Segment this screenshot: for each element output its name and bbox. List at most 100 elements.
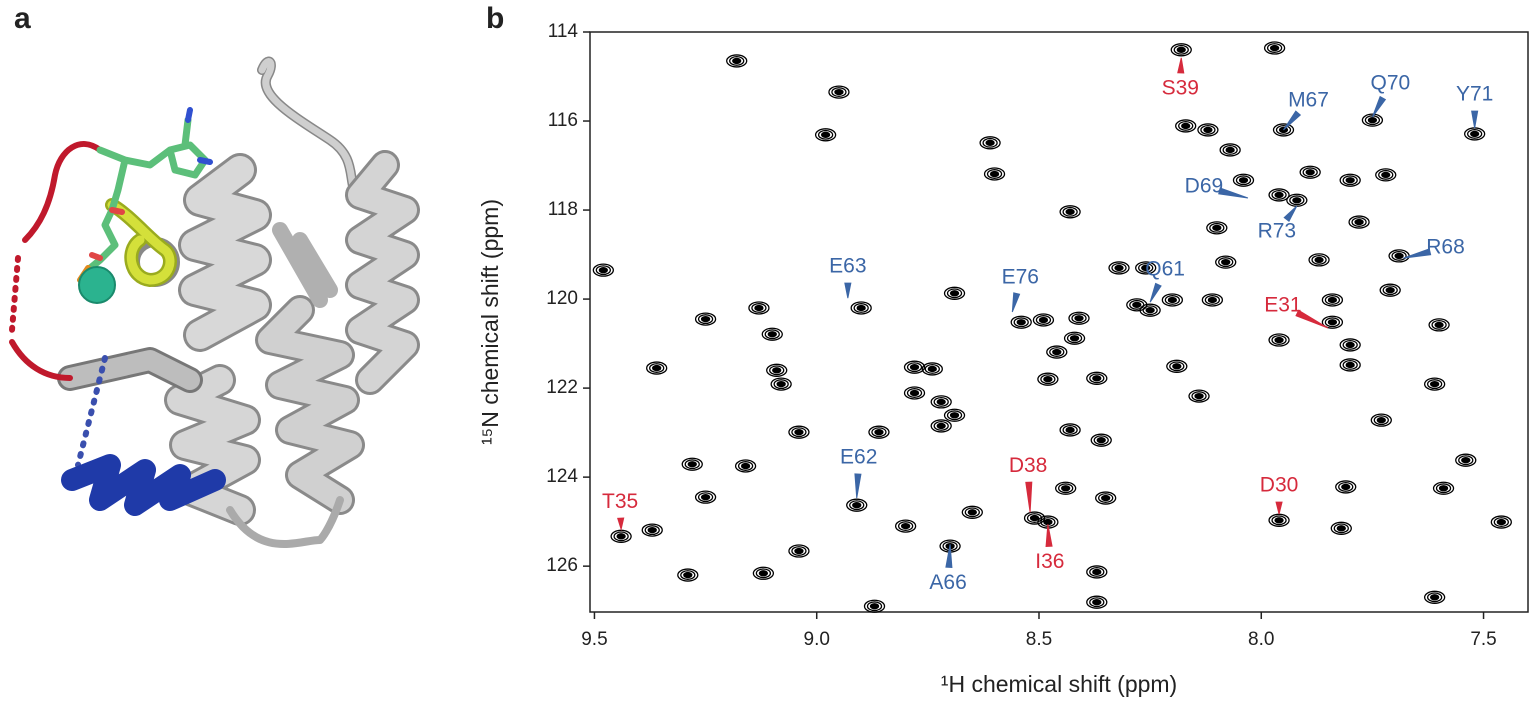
peak-contour <box>652 364 662 372</box>
peak-contour <box>1268 188 1290 202</box>
peak <box>1268 513 1290 527</box>
peak-contour <box>1062 424 1078 435</box>
peak-contour <box>1169 361 1185 372</box>
peak-contour <box>1191 391 1207 402</box>
peak <box>1086 595 1108 609</box>
peak-contour <box>1074 315 1084 322</box>
peak <box>1335 480 1357 494</box>
peak-contour <box>1219 143 1241 157</box>
peak-contour <box>1370 413 1392 427</box>
peak-contour <box>1203 126 1213 134</box>
peak-contour <box>1206 221 1228 235</box>
peak-contour <box>794 547 804 555</box>
peak-contour <box>874 429 884 436</box>
peak-contour <box>1209 222 1225 233</box>
peak-contour <box>646 361 668 375</box>
peak-contour <box>814 128 837 142</box>
peak <box>846 498 868 512</box>
x-tick-label: 8.0 <box>1248 629 1274 650</box>
peak-contour <box>754 304 764 312</box>
peak-contour <box>1063 331 1086 345</box>
peak-contour <box>936 422 946 430</box>
annotation-label: A66 <box>929 571 966 594</box>
peak-contour <box>1086 565 1108 579</box>
annotation-arrow <box>1149 282 1162 303</box>
peak <box>1464 127 1486 141</box>
peak <box>1206 221 1228 235</box>
peak <box>1166 359 1188 373</box>
annotation-arrow <box>1471 110 1479 129</box>
peak-contour <box>1345 361 1355 369</box>
peak-contour <box>694 312 717 326</box>
peak <box>961 505 983 519</box>
y-tick-label: 120 <box>546 288 578 309</box>
annotation-label: R73 <box>1258 220 1297 243</box>
peak-contour <box>683 571 693 579</box>
peak-contour <box>1435 483 1452 494</box>
peak-contour <box>1490 515 1512 529</box>
peak-contour <box>1066 333 1083 344</box>
peak-contour <box>1167 296 1178 304</box>
peak-contour <box>641 523 663 537</box>
peak-contour <box>1059 205 1081 219</box>
peak <box>592 263 614 277</box>
peak-contour <box>1052 348 1062 356</box>
peak-contour <box>1342 360 1358 370</box>
peak-contour <box>1142 305 1158 316</box>
peak-contour <box>1043 376 1053 383</box>
peak <box>1423 590 1446 604</box>
peak-contour <box>1221 258 1231 266</box>
peak-contour <box>1215 255 1237 269</box>
peak-contour <box>1207 296 1218 304</box>
y-tick-label: 114 <box>548 21 579 42</box>
peak <box>770 377 792 391</box>
peak-contour <box>684 459 700 470</box>
annotation-label: E31 <box>1264 294 1301 317</box>
peak-contour <box>828 85 850 99</box>
peak-contour <box>1373 415 1389 426</box>
peak-contour <box>1049 347 1065 357</box>
peak <box>761 327 783 341</box>
peak-contour <box>681 457 703 471</box>
annotation-arrow <box>945 544 953 569</box>
peak-contour <box>752 566 775 580</box>
peak <box>1161 293 1184 307</box>
annotation-arrow <box>617 517 625 532</box>
peak-contour <box>936 398 946 406</box>
peak-contour <box>767 331 777 338</box>
peak-contour <box>1342 175 1358 186</box>
peak-contour <box>1367 116 1378 124</box>
peak-contour <box>1381 171 1391 179</box>
peak-contour <box>1040 374 1056 385</box>
peak-contour <box>1299 165 1321 179</box>
peak-contour <box>598 266 608 274</box>
peak-contour <box>933 396 949 407</box>
peak-contour <box>1089 373 1105 384</box>
peak-contour <box>1200 124 1216 135</box>
peak-contour <box>1212 224 1222 232</box>
peak-contour <box>1141 264 1151 272</box>
annotation-label: E63 <box>829 255 866 278</box>
peak-contour <box>1333 523 1349 534</box>
peak-contour <box>1493 517 1509 528</box>
annotation-arrow <box>1283 110 1302 131</box>
protein-structure <box>9 56 420 548</box>
peak <box>1348 215 1370 229</box>
peak-contour <box>770 377 792 391</box>
peak-contour <box>1391 250 1407 261</box>
peak-contour <box>1423 590 1446 604</box>
annotation-label: Q61 <box>1145 258 1185 281</box>
peak <box>1090 433 1112 447</box>
peak <box>1086 565 1108 579</box>
peak-contour <box>1098 493 1114 503</box>
peak-contour <box>1496 518 1506 526</box>
peak-contour <box>1268 333 1290 347</box>
peak-contour <box>1194 392 1204 400</box>
x-tick-label: 9.0 <box>804 629 830 650</box>
peak <box>1263 41 1286 55</box>
peak-contour <box>943 286 966 300</box>
y-axis-label: ¹⁵N chemical shift (ppm) <box>477 199 503 445</box>
peak-contour <box>1271 515 1287 526</box>
peak-contour <box>1096 437 1106 444</box>
peak-contour <box>644 525 660 536</box>
